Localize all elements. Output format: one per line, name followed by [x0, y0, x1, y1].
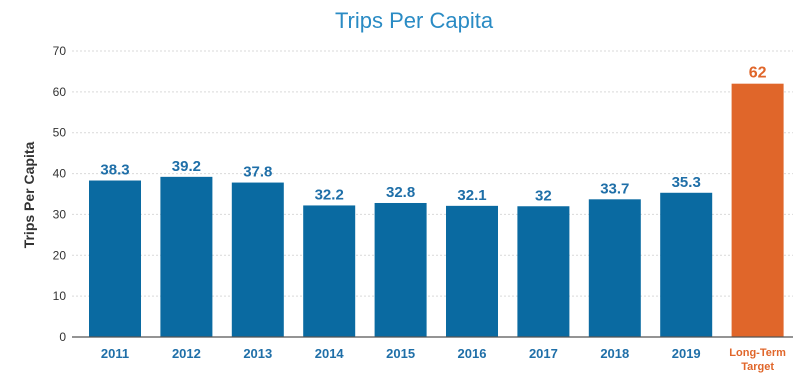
y-tick-label: 0 — [59, 330, 66, 344]
data-labels: 38.3 39.2 37.8 32.2 32.8 32.1 32 33.7 35.3 62 — [100, 65, 766, 205]
bars — [89, 83, 784, 337]
y-tick-label: 10 — [53, 289, 67, 303]
x-tick-label: 2015 — [386, 346, 415, 361]
chart-title: Trips Per Capita — [335, 8, 494, 33]
bar — [303, 205, 356, 337]
x-tick-label: 2012 — [172, 346, 201, 361]
data-label: 33.7 — [600, 180, 629, 197]
y-axis-label: Trips Per Capita — [21, 141, 37, 248]
data-label: 37.8 — [243, 164, 272, 181]
x-tick-label: 2013 — [243, 346, 272, 361]
x-tick-label: 2016 — [458, 346, 487, 361]
y-tick-label: 20 — [53, 248, 67, 262]
y-tick-label: 40 — [53, 167, 67, 181]
x-tick-label: 2014 — [315, 346, 345, 361]
x-tick-label: 2017 — [529, 346, 558, 361]
x-tick-label: 2018 — [600, 346, 629, 361]
x-axis-ticks: 2011 2012 2013 2014 2015 2016 2017 2018 2019 Long… — [101, 346, 786, 373]
data-label: 62 — [749, 65, 767, 82]
data-label: 32.2 — [315, 186, 344, 203]
bar — [588, 199, 641, 337]
x-tick-label: 2019 — [672, 346, 701, 361]
bar — [446, 205, 498, 337]
bar — [89, 180, 141, 337]
y-tick-label: 70 — [53, 44, 67, 58]
x-tick-label: Long-Term Target — [729, 347, 786, 373]
data-label: 32 — [535, 187, 552, 204]
y-axis-ticks: 0 10 20 30 40 50 60 70 — [53, 44, 67, 344]
y-tick-label: 60 — [53, 85, 67, 99]
data-label: 38.3 — [100, 162, 129, 179]
data-label: 39.2 — [172, 158, 201, 175]
bar — [660, 192, 713, 337]
x-tick-label: 2011 — [101, 346, 129, 361]
y-tick-label: 50 — [53, 126, 67, 140]
bar-target — [731, 83, 784, 337]
bar — [160, 176, 213, 337]
data-label: 32.8 — [386, 184, 415, 201]
data-label: 32.1 — [457, 187, 486, 204]
data-label: 35.3 — [672, 174, 701, 191]
bar — [517, 206, 570, 337]
bar — [374, 202, 427, 337]
bar — [231, 182, 284, 337]
y-tick-label: 30 — [53, 207, 67, 221]
